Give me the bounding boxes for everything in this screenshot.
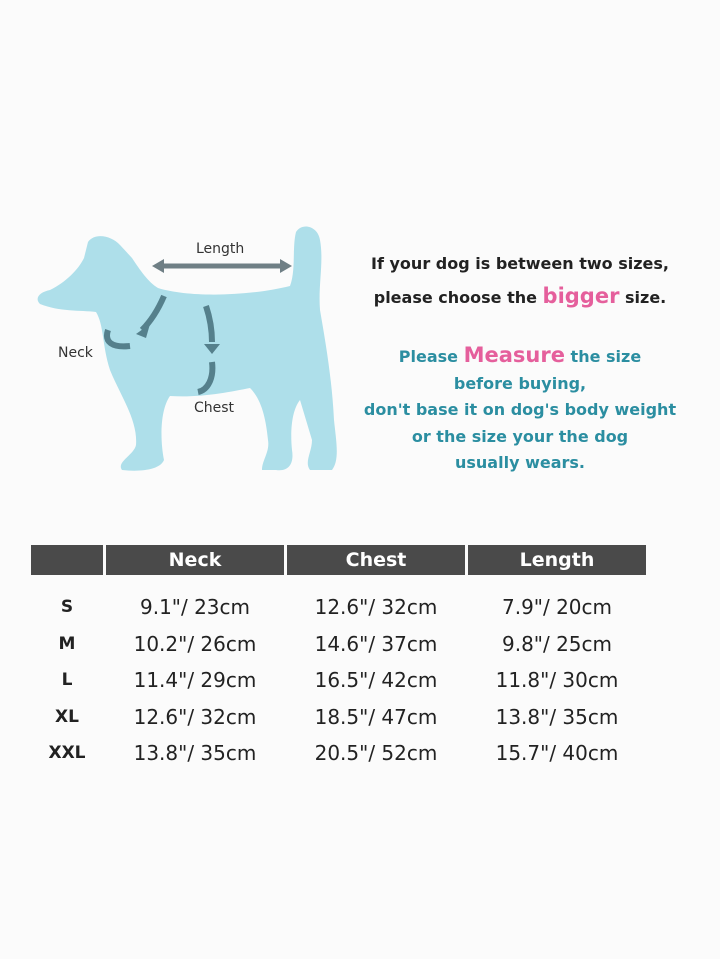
table-row: M 10.2"/ 26cm 14.6"/ 37cm 9.8"/ 25cm bbox=[31, 626, 646, 663]
chest-cell: 16.5"/ 42cm bbox=[314, 668, 438, 693]
size-cell: L bbox=[61, 670, 73, 691]
neck-label: Neck bbox=[58, 345, 93, 361]
chest-arrow-icon bbox=[197, 305, 216, 395]
length-cell: 15.7"/ 40cm bbox=[495, 741, 619, 766]
neck-cell: 9.1"/ 23cm bbox=[139, 595, 251, 620]
chest-cell: 14.6"/ 37cm bbox=[314, 631, 438, 656]
length-label: Length bbox=[196, 241, 245, 257]
length-cell: 11.8"/ 30cm bbox=[495, 668, 619, 693]
size-table: Neck Chest Length S 9.1"/ 23cm 12.6"/ 32cm… bbox=[28, 545, 649, 772]
size-cell: XL bbox=[55, 706, 79, 727]
length-cell: 9.8"/ 25cm bbox=[501, 631, 613, 656]
length-cell: 7.9"/ 20cm bbox=[501, 595, 613, 620]
chest-cell: 18.5"/ 47cm bbox=[314, 704, 438, 729]
header-neck: Neck bbox=[106, 545, 284, 575]
bigger-highlight: bigger bbox=[542, 284, 620, 308]
dog-silhouette bbox=[37, 226, 337, 471]
neck-cell: 12.6"/ 32cm bbox=[133, 704, 257, 729]
table-header-row: Neck Chest Length bbox=[31, 545, 646, 575]
chest-label: Chest bbox=[194, 400, 235, 416]
table-row: L 11.4"/ 29cm 16.5"/ 42cm 11.8"/ 30cm bbox=[31, 662, 646, 699]
choose-bigger-note: please choose the bigger size. bbox=[373, 284, 667, 308]
size-cell: XXL bbox=[48, 743, 86, 764]
measure-note: Please Measure the size before buying, d… bbox=[363, 343, 677, 472]
neck-cell: 10.2"/ 26cm bbox=[133, 631, 257, 656]
size-cell: M bbox=[58, 633, 76, 654]
header-length: Length bbox=[468, 545, 646, 575]
neck-cell: 11.4"/ 29cm bbox=[133, 668, 257, 693]
table-row: XXL 13.8"/ 35cm 20.5"/ 52cm 15.7"/ 40cm bbox=[31, 735, 646, 772]
measure-highlight: Measure bbox=[463, 343, 565, 367]
header-size bbox=[31, 545, 103, 575]
chest-cell: 20.5"/ 52cm bbox=[314, 741, 438, 766]
chest-cell: 12.6"/ 32cm bbox=[314, 595, 438, 620]
dog-silhouette-diagram bbox=[37, 226, 337, 471]
length-cell: 13.8"/ 35cm bbox=[495, 704, 619, 729]
length-arrow-icon bbox=[152, 259, 292, 273]
table-row: S 9.1"/ 23cm 12.6"/ 32cm 7.9"/ 20cm bbox=[31, 575, 646, 626]
neck-arrow-icon bbox=[104, 294, 167, 350]
neck-cell: 13.8"/ 35cm bbox=[133, 741, 257, 766]
table-row: XL 12.6"/ 32cm 18.5"/ 47cm 13.8"/ 35cm bbox=[31, 699, 646, 736]
size-cell: S bbox=[60, 597, 74, 618]
between-sizes-note: If your dog is between two sizes, bbox=[371, 254, 669, 273]
header-chest: Chest bbox=[287, 545, 465, 575]
